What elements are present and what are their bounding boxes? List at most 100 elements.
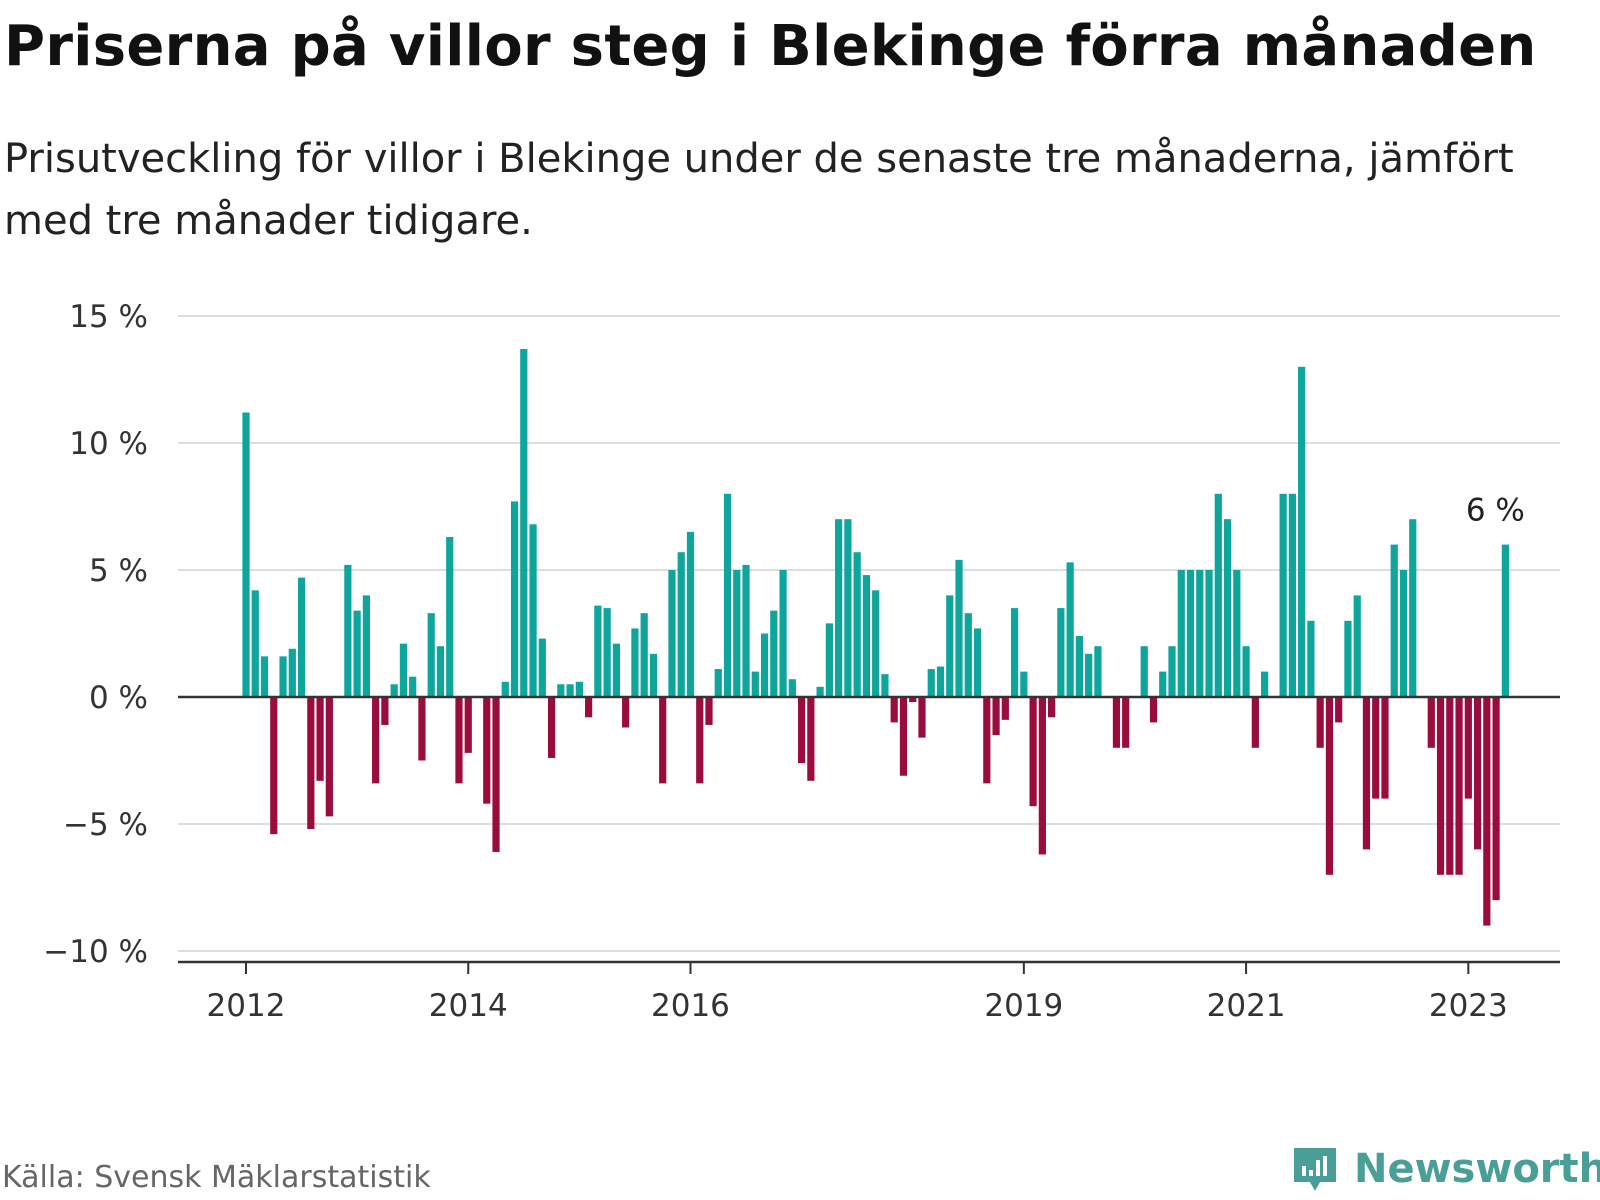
bars [242, 349, 1509, 926]
bar [575, 681, 583, 697]
x-axis: 2012 2014 2016 2019 2021 2023 [178, 695, 1560, 1024]
bar [1029, 697, 1037, 807]
y-tick-label: 5 % [89, 553, 148, 589]
bar [751, 671, 759, 697]
bar [686, 531, 695, 697]
bar [492, 697, 500, 852]
bar [844, 519, 852, 697]
bar [1483, 697, 1491, 926]
bar [353, 610, 361, 697]
y-tick-label: 15 % [69, 299, 148, 335]
bar [705, 697, 713, 725]
bar [1057, 608, 1065, 697]
bar [631, 628, 639, 697]
bar [1501, 544, 1509, 697]
bar [529, 524, 537, 697]
bar [307, 697, 315, 830]
bar [1020, 671, 1028, 697]
bar [1251, 697, 1259, 748]
bar [464, 697, 472, 753]
bar [890, 697, 898, 723]
bar [510, 501, 519, 697]
bar [1279, 493, 1287, 697]
bar [603, 608, 611, 697]
bar [557, 684, 565, 697]
bar [427, 613, 435, 697]
source-note: Källa: Svensk Mäklarstatistik [2, 1160, 431, 1195]
bar [418, 697, 426, 761]
bar [1186, 570, 1195, 697]
bar [1048, 697, 1056, 718]
bar [918, 697, 926, 738]
bar [936, 666, 945, 697]
x-tick-label: 2012 [207, 988, 286, 1024]
bar [1399, 570, 1408, 697]
bar [788, 679, 796, 697]
bar [1307, 620, 1315, 697]
bar [909, 697, 917, 703]
bar [362, 595, 370, 697]
bar [677, 552, 685, 697]
bar [501, 681, 509, 697]
bar [1149, 697, 1158, 723]
bar [1353, 595, 1361, 697]
bar [779, 570, 787, 697]
bar [1335, 697, 1343, 723]
bar [1140, 646, 1148, 697]
bar [612, 643, 620, 697]
bar [1223, 519, 1232, 697]
bar [1427, 697, 1435, 748]
bar [1112, 697, 1121, 748]
bar [1196, 570, 1204, 697]
bar [1205, 570, 1213, 697]
bar [955, 559, 963, 697]
x-tick-label: 2014 [429, 988, 508, 1024]
bar [1409, 519, 1417, 697]
bar [696, 697, 704, 784]
bar [446, 536, 454, 697]
bar [640, 613, 648, 697]
bar [1455, 697, 1463, 875]
bar [1261, 671, 1269, 697]
bar [483, 697, 491, 804]
bar [1085, 653, 1093, 697]
bar [1344, 620, 1352, 697]
bar [899, 697, 908, 776]
bar [760, 633, 769, 697]
bar [279, 656, 287, 697]
brand-logo: Newsworthy [1290, 1144, 1600, 1194]
y-tick-label: 0 % [89, 680, 148, 716]
bar [659, 697, 667, 784]
newsworthy-logo-icon [1294, 1148, 1336, 1191]
bar [520, 349, 528, 697]
bar [260, 656, 269, 697]
bar [853, 552, 861, 697]
bar [1075, 636, 1083, 697]
y-tick-label: −5 % [63, 807, 148, 843]
bar [1298, 366, 1306, 697]
bar [1436, 697, 1445, 875]
bar [816, 686, 824, 697]
bar [668, 570, 676, 697]
bar [270, 697, 278, 835]
bar [1446, 697, 1454, 875]
bar [1316, 697, 1324, 748]
bar [872, 590, 880, 697]
bar [325, 697, 333, 817]
annotations: 6 % [1466, 493, 1525, 529]
bar [1372, 697, 1380, 799]
bar [251, 590, 259, 697]
bar [399, 643, 408, 697]
bar [1214, 493, 1222, 697]
bar [547, 697, 556, 758]
bar [1159, 671, 1167, 697]
bar [436, 646, 445, 697]
bar [770, 610, 778, 697]
bar [1038, 697, 1046, 855]
bar [585, 697, 593, 718]
bar [983, 697, 991, 784]
bar [862, 575, 871, 697]
bar [992, 697, 1000, 736]
bar [566, 684, 574, 697]
